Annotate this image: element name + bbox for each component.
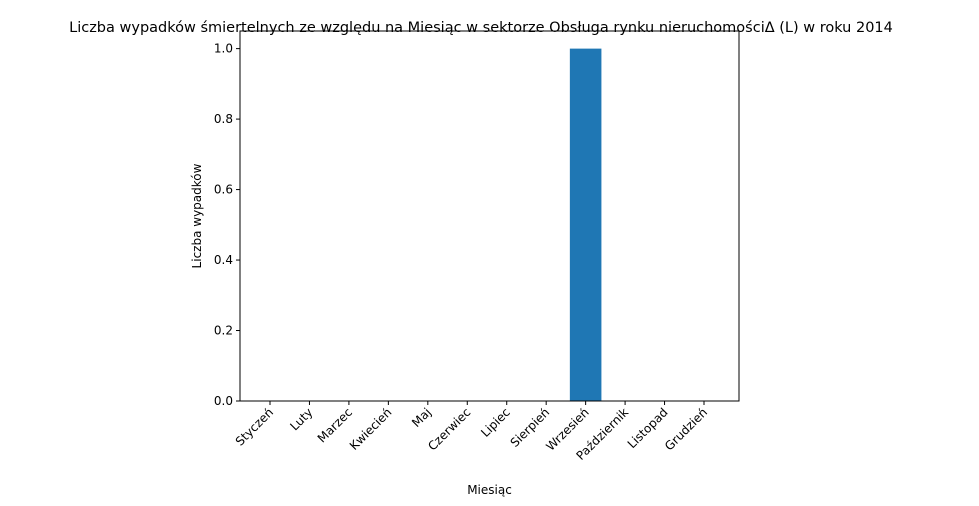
- x-tick-label: Grudzień: [662, 405, 710, 453]
- bar-Wrzesień: [569, 48, 602, 401]
- y-tick-label: 0.4: [214, 253, 233, 267]
- x-axis-label: Miesiąc: [467, 483, 512, 497]
- plot-frame: [239, 30, 740, 402]
- y-tick-label: 0.8: [214, 112, 233, 126]
- x-tick-label: Luty: [287, 405, 315, 433]
- x-tick-label: Lipiec: [478, 405, 513, 440]
- x-tick-label: Czerwiec: [425, 405, 473, 453]
- y-tick-label: 0.0: [214, 394, 233, 408]
- x-tick-label: Maj: [409, 405, 434, 430]
- x-tick-label: Kwiecień: [347, 405, 395, 453]
- y-tick-label: 0.6: [214, 183, 233, 197]
- y-tick-label: 0.2: [214, 324, 233, 338]
- chart-title: Liczba wypadków śmiertelnych ze względu …: [69, 20, 893, 36]
- y-tick-label: 1.0: [214, 42, 233, 56]
- bars: [569, 48, 602, 401]
- y-axis-label: Liczba wypadków: [190, 163, 204, 268]
- x-tick-label: Styczeń: [233, 405, 276, 448]
- y-axis: 0.0 0.2 0.4 0.6 0.8 1.0: [214, 42, 240, 408]
